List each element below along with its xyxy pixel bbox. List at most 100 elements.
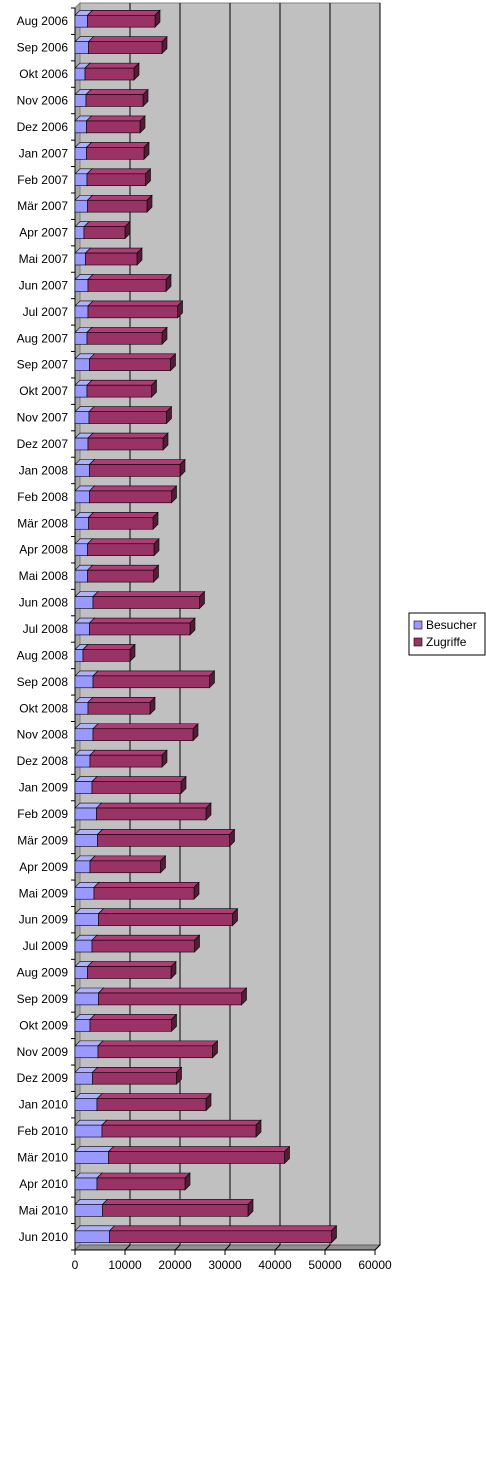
y-tick-label: Dez 2009 xyxy=(17,1071,69,1085)
y-tick-label: Feb 2007 xyxy=(17,173,68,187)
gridline-floor xyxy=(174,1244,181,1251)
y-tick-label: Apr 2008 xyxy=(19,543,68,557)
y-tick-label: Apr 2009 xyxy=(19,860,68,874)
y-tick-label: Nov 2007 xyxy=(17,411,69,425)
bar-zugriffe xyxy=(83,220,131,240)
y-tick-label: Jan 2008 xyxy=(19,463,69,477)
x-tick-label: 20000 xyxy=(158,1258,192,1272)
y-tick-label: Mai 2008 xyxy=(19,569,69,583)
legend-swatch xyxy=(413,637,423,647)
y-tick-label: Mär 2009 xyxy=(17,833,68,847)
y-tick-label: Mär 2007 xyxy=(17,199,68,213)
gridline-floor xyxy=(324,1244,331,1251)
bar-zugriffe xyxy=(89,749,168,768)
y-tick-label: Jul 2007 xyxy=(23,305,69,319)
y-tick-label: Feb 2009 xyxy=(17,807,68,821)
bar-zugriffe xyxy=(82,643,136,663)
y-tick-label: Sep 2006 xyxy=(17,41,69,55)
y-tick-label: Mai 2007 xyxy=(19,252,69,266)
bar-zugriffe xyxy=(107,1145,291,1165)
y-tick-label: Feb 2010 xyxy=(17,1124,68,1138)
bar-zugriffe xyxy=(84,247,143,266)
bar-zugriffe xyxy=(91,934,201,953)
bar-zugriffe xyxy=(86,538,160,557)
y-tick-label: Jun 2008 xyxy=(19,596,69,610)
bar-zugriffe xyxy=(86,326,168,345)
bar-zugriffe xyxy=(101,1198,254,1218)
bar-zugriffe xyxy=(86,9,161,28)
bar-zugriffe xyxy=(85,141,150,161)
bar-zugriffe xyxy=(93,881,200,900)
bar-zugriffe xyxy=(89,1013,178,1033)
y-tick-label: Mär 2010 xyxy=(17,1151,68,1165)
bar-zugriffe xyxy=(97,1040,219,1059)
y-tick-label: Sep 2007 xyxy=(17,358,69,372)
y-tick-label: Mai 2009 xyxy=(19,886,69,900)
y-tick-label: Nov 2008 xyxy=(17,728,69,742)
x-tick-label: 40000 xyxy=(258,1258,292,1272)
gridline-floor xyxy=(224,1244,231,1251)
y-tick-label: Jul 2008 xyxy=(23,622,69,636)
bar-zugriffe xyxy=(87,300,184,319)
bar-zugriffe xyxy=(95,802,212,821)
y-tick-label: Aug 2009 xyxy=(17,966,69,980)
bar-zugriffe xyxy=(96,1092,212,1112)
legend-box xyxy=(408,612,486,656)
bar-zugriffe xyxy=(88,458,186,478)
bar-zugriffe xyxy=(108,1225,338,1244)
y-tick-label: Aug 2008 xyxy=(17,648,69,662)
x-tick-label: 60000 xyxy=(358,1258,392,1272)
y-tick-label: Okt 2007 xyxy=(19,384,68,398)
gridline-floor xyxy=(124,1244,131,1251)
y-tick-label: Feb 2008 xyxy=(17,490,68,504)
bar-zugriffe xyxy=(85,115,146,134)
bar-zugriffe xyxy=(87,432,169,451)
bar-zugriffe xyxy=(86,379,158,398)
y-tick-label: Sep 2009 xyxy=(17,992,69,1006)
bar-zugriffe xyxy=(87,696,156,715)
legend-swatch xyxy=(413,620,423,630)
bar-zugriffe xyxy=(87,273,172,293)
x-tick-label: 30000 xyxy=(208,1258,242,1272)
gridline-floor xyxy=(274,1244,281,1251)
y-tick-label: Jan 2007 xyxy=(19,146,69,160)
bar-zugriffe xyxy=(86,194,153,213)
bar-zugriffe xyxy=(87,511,159,530)
y-tick-label: Dez 2006 xyxy=(17,120,69,134)
bar-zugriffe xyxy=(88,353,177,372)
bar-zugriffe xyxy=(92,723,199,742)
y-tick-label: Apr 2007 xyxy=(19,226,68,240)
y-tick-label: Okt 2008 xyxy=(19,701,68,715)
bar-zugriffe xyxy=(89,855,167,874)
y-tick-label: Dez 2008 xyxy=(17,754,69,768)
bar-zugriffe xyxy=(84,62,140,81)
x-tick-label: 10000 xyxy=(108,1258,142,1272)
bar-zugriffe xyxy=(92,590,206,610)
bar-besucher xyxy=(74,1225,116,1244)
bar-zugriffe xyxy=(87,35,168,55)
y-tick-label: Apr 2010 xyxy=(19,1177,68,1191)
bar-besucher xyxy=(74,1145,115,1165)
bar-zugriffe xyxy=(91,1066,183,1085)
y-tick-label: Aug 2006 xyxy=(17,14,69,28)
y-tick-label: Mär 2008 xyxy=(17,516,68,530)
bar-zugriffe xyxy=(92,670,216,689)
bar-zugriffe xyxy=(91,775,187,795)
x-tick-label: 50000 xyxy=(308,1258,342,1272)
y-tick-label: Nov 2006 xyxy=(17,93,69,107)
y-tick-label: Aug 2007 xyxy=(17,331,69,345)
y-tick-label: Sep 2008 xyxy=(17,675,69,689)
y-tick-label: Jun 2009 xyxy=(19,913,69,927)
bar-zugriffe xyxy=(86,168,152,187)
bar-zugriffe xyxy=(85,88,149,108)
y-tick-label: Okt 2006 xyxy=(19,67,68,81)
y-tick-label: Jul 2009 xyxy=(23,939,69,953)
bar-zugriffe xyxy=(97,987,248,1006)
bar-zugriffe xyxy=(88,617,196,636)
x-tick-label: 0 xyxy=(72,1258,79,1272)
y-tick-label: Jun 2007 xyxy=(19,278,69,292)
bar-zugriffe xyxy=(86,564,160,583)
bar-zugriffe xyxy=(96,1172,191,1191)
bar-zugriffe xyxy=(96,828,236,848)
